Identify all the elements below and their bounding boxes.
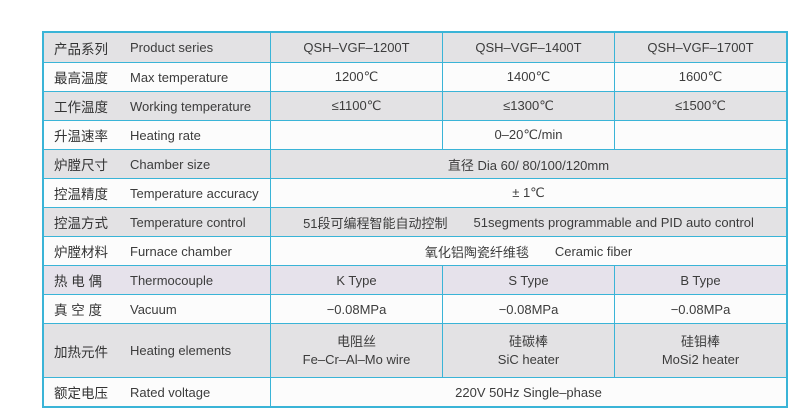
row-label: 炉膛材料 Furnace chamber: [44, 237, 270, 265]
spec-value-en: 51segments programmable and PID auto con…: [473, 214, 754, 230]
spec-cell-merged: 220V 50Hz Single–phase: [270, 378, 786, 406]
spec-cell: K Type: [270, 266, 442, 294]
spec-value-en: Fe–Cr–Al–Mo wire: [302, 351, 411, 367]
table-row-thermocouple: 热 电 偶 Thermocouple K Type S Type B Type: [44, 265, 786, 294]
spec-cell: 0–20℃/min: [442, 121, 614, 149]
table-row-heating-elements: 加热元件 Heating elements 电阻丝 Fe–Cr–Al–Mo wi…: [44, 323, 786, 377]
table-row-temperature-accuracy: 控温精度 Temperature accuracy ± 1℃: [44, 178, 786, 207]
spec-value-en: SiC heater: [497, 351, 560, 367]
row-label-en: Working temperature: [130, 98, 252, 114]
row-label-zh: 控温方式: [54, 216, 108, 231]
row-label-zh: 炉膛材料: [54, 245, 108, 260]
row-label-zh: 产品系列: [54, 41, 108, 57]
spec-cell: QSH–VGF–1200T: [270, 33, 442, 62]
spec-cell-merged: 氧化铝陶瓷纤维毯 Ceramic fiber: [270, 237, 786, 265]
spec-cell-merged: 直径 Dia 60/ 80/100/120mm: [270, 150, 786, 178]
table-row-temperature-control: 控温方式 Temperature control 51段可编程智能自动控制 51…: [44, 207, 786, 236]
row-label: 产品系列 Product series: [44, 33, 270, 62]
spec-cell: [614, 121, 786, 149]
product-spec-table: 产品系列 Product series QSH–VGF–1200T QSH–VG…: [42, 31, 788, 408]
row-label: 控温精度 Temperature accuracy: [44, 179, 270, 207]
row-label-en: Furnace chamber: [130, 243, 232, 259]
row-label-zh: 加热元件: [54, 344, 108, 360]
row-label: 工作温度 Working temperature: [44, 92, 270, 120]
spec-cell: 1200℃: [270, 63, 442, 91]
spec-cell: 1600℃: [614, 63, 786, 91]
spec-cell: QSH–VGF–1400T: [442, 33, 614, 62]
row-label: 热 电 偶 Thermocouple: [44, 266, 270, 294]
spec-value-zh: 硅碳棒: [508, 333, 548, 349]
row-label: 额定电压 Rated voltage: [44, 378, 270, 406]
spec-value-zh: 硅钼棒: [680, 333, 720, 349]
spec-cell: [270, 121, 442, 149]
row-label-en: Rated voltage: [130, 384, 211, 400]
row-label-zh: 控温精度: [54, 187, 108, 202]
row-label-en: Thermocouple: [130, 272, 214, 288]
spec-cell: QSH–VGF–1700T: [614, 33, 786, 62]
spec-cell-merged: 51段可编程智能自动控制 51segments programmable and…: [270, 208, 786, 236]
row-label: 控温方式 Temperature control: [44, 208, 270, 236]
row-label-en: Heating elements: [130, 343, 232, 358]
row-label-zh: 升温速率: [54, 129, 108, 144]
row-label-en: Heating rate: [130, 127, 201, 143]
row-label-en: Chamber size: [130, 156, 211, 172]
table-row-heating-rate: 升温速率 Heating rate 0–20℃/min: [44, 120, 786, 149]
spec-cell: B Type: [614, 266, 786, 294]
row-label: 加热元件 Heating elements: [44, 324, 270, 377]
table-row-furnace-chamber: 炉膛材料 Furnace chamber 氧化铝陶瓷纤维毯 Ceramic fi…: [44, 236, 786, 265]
spec-cell: −0.08MPa: [442, 295, 614, 323]
row-label-zh: 炉膛尺寸: [54, 158, 108, 173]
row-label-zh: 真 空 度: [54, 303, 103, 318]
table-row-rated-voltage: 额定电压 Rated voltage 220V 50Hz Single–phas…: [44, 377, 786, 406]
spec-cell: −0.08MPa: [270, 295, 442, 323]
table-row-vacuum: 真 空 度 Vacuum −0.08MPa −0.08MPa −0.08MPa: [44, 294, 786, 323]
spec-cell: −0.08MPa: [614, 295, 786, 323]
spec-cell: 1400℃: [442, 63, 614, 91]
spec-value-en: MoSi2 heater: [661, 351, 740, 367]
spec-cell: ≤1300℃: [442, 92, 614, 120]
row-label: 升温速率 Heating rate: [44, 121, 270, 149]
row-label-en: Max temperature: [130, 69, 229, 85]
spec-cell: S Type: [442, 266, 614, 294]
row-label-zh: 最高温度: [54, 71, 108, 86]
table-row-max-temperature: 最高温度 Max temperature 1200℃ 1400℃ 1600℃: [44, 62, 786, 91]
spec-cell: ≤1500℃: [614, 92, 786, 120]
row-label-en: Temperature accuracy: [130, 185, 259, 201]
table-row-working-temperature: 工作温度 Working temperature ≤1100℃ ≤1300℃ ≤…: [44, 91, 786, 120]
row-label-zh: 工作温度: [54, 100, 108, 115]
row-label: 炉膛尺寸 Chamber size: [44, 150, 270, 178]
spec-cell: ≤1100℃: [270, 92, 442, 120]
row-label-en: Temperature control: [130, 214, 246, 230]
row-label: 真 空 度 Vacuum: [44, 295, 270, 323]
spec-value-zh: 51段可编程智能自动控制: [303, 215, 448, 231]
row-label-en: Product series: [130, 40, 214, 55]
row-label-zh: 额定电压: [54, 386, 108, 401]
spec-value-zh: 氧化铝陶瓷纤维毯: [424, 244, 529, 260]
row-label-zh: 热 电 偶: [54, 274, 103, 289]
table-row-chamber-size: 炉膛尺寸 Chamber size 直径 Dia 60/ 80/100/120m…: [44, 149, 786, 178]
spec-cell: 电阻丝 Fe–Cr–Al–Mo wire: [270, 324, 442, 377]
spec-value-zh: 电阻丝: [336, 333, 376, 349]
spec-cell: 硅碳棒 SiC heater: [442, 324, 614, 377]
spec-cell: 硅钼棒 MoSi2 heater: [614, 324, 786, 377]
row-label: 最高温度 Max temperature: [44, 63, 270, 91]
table-row-product-series: 产品系列 Product series QSH–VGF–1200T QSH–VG…: [44, 33, 786, 62]
spec-value-en: Ceramic fiber: [554, 243, 633, 259]
row-label-en: Vacuum: [130, 301, 177, 317]
spec-cell-merged: ± 1℃: [270, 179, 786, 207]
